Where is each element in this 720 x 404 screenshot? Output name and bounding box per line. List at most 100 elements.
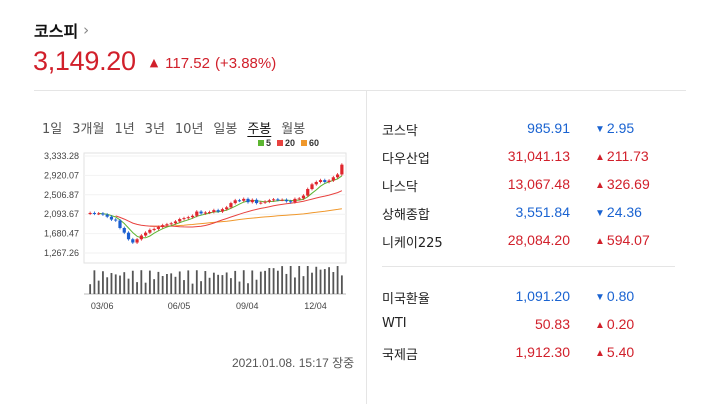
market-price: 1,091.20: [515, 288, 571, 304]
period-tab-3[interactable]: 3년: [144, 122, 165, 137]
market-row-0[interactable]: 코스닥 985.91 ▼ 2.95: [382, 120, 682, 140]
market-row-2[interactable]: 나스닥 13,067.48 ▲ 326.69: [382, 176, 682, 196]
volume-bar: [340, 275, 343, 294]
kospi-chart: 3,333.28 2,920.07 2,506.87 2,093.67 1,680.47…: [44, 151, 347, 311]
candle-body: [225, 207, 229, 210]
market-price: 31,041.13: [507, 148, 570, 164]
candle-body: [199, 211, 203, 214]
candle-body: [216, 210, 220, 212]
market-row-7[interactable]: 국제금 1,912.30 ▲ 5.40: [382, 344, 682, 364]
period-tab-0[interactable]: 1일: [42, 122, 63, 137]
period-tab-4[interactable]: 10년: [174, 122, 204, 137]
candle-body: [203, 212, 207, 214]
volume-bar: [208, 277, 211, 294]
volume-bar: [285, 273, 288, 294]
candle-body: [186, 217, 190, 219]
volume-bar: [323, 269, 326, 294]
y-tick-label: 2,506.87: [44, 190, 79, 200]
volume-bar: [136, 282, 138, 294]
candle-body: [190, 215, 195, 218]
market-row-4[interactable]: 니케이225 28,084.20 ▲ 594.07: [382, 232, 682, 252]
legend-swatch: [301, 140, 308, 146]
candle-body: [293, 198, 297, 203]
volume-bar: [251, 270, 254, 294]
market-name: 상해종합: [382, 208, 430, 223]
market-price: 28,084.20: [507, 232, 570, 248]
candle-body: [297, 198, 301, 200]
candle-body: [323, 180, 327, 182]
market-change-value: 326.69: [606, 176, 650, 192]
ma20-line: [115, 190, 343, 228]
candle-body: [220, 209, 224, 212]
top-divider: [34, 90, 686, 91]
volume-bar: [225, 272, 228, 294]
x-tick-label: 09/04: [236, 301, 259, 311]
candle-body: [148, 229, 152, 233]
candle-body: [165, 224, 169, 226]
volume-bar: [114, 274, 117, 294]
up-arrow-icon: ▲: [595, 152, 605, 163]
market-row-5[interactable]: 미국환율 1,091.20 ▼ 0.80: [382, 288, 682, 308]
volume-bar: [200, 281, 202, 294]
candle-body: [237, 200, 242, 202]
candle-body: [229, 203, 233, 208]
legend-label: 20: [285, 138, 296, 148]
candle-body: [173, 221, 178, 224]
market-row-3[interactable]: 상해종합 3,551.84 ▼ 24.36: [382, 204, 682, 224]
period-tab-1[interactable]: 3개월: [72, 122, 105, 137]
volume-bar: [212, 272, 215, 294]
candle-body: [259, 202, 263, 204]
candle-body: [208, 212, 212, 214]
y-tick-label: 2,920.07: [44, 170, 79, 180]
index-quote: 3,149.20 ▲ 117.52 (+3.88%): [33, 46, 276, 77]
candle-body: [118, 220, 122, 228]
legend-item-60: 60: [301, 138, 319, 148]
period-tab-5[interactable]: 일봉: [213, 122, 238, 137]
legend-swatch: [258, 140, 264, 146]
volume-bar: [281, 266, 284, 294]
candle-body: [314, 181, 318, 185]
volume-bar: [183, 280, 185, 294]
volume-bar: [268, 268, 271, 294]
market-row-1[interactable]: 다우산업 31,041.13 ▲ 211.73: [382, 148, 682, 168]
candle-body: [97, 213, 101, 215]
market-change: ▼ 2.95: [595, 120, 634, 136]
market-change-value: 594.07: [606, 232, 650, 248]
period-tab-7[interactable]: 월봉: [281, 122, 306, 137]
volume-bar: [187, 270, 190, 294]
legend-item-5: 5: [258, 138, 271, 148]
candle-body: [246, 198, 250, 203]
market-price: 50.83: [534, 316, 570, 332]
candle-body: [88, 212, 92, 214]
market-change-value: 0.20: [606, 316, 635, 332]
market-change-value: 211.73: [606, 148, 649, 164]
market-price: 985.91: [527, 120, 570, 136]
candle-body: [156, 227, 160, 229]
market-price: 1,912.30: [515, 344, 571, 360]
volume-bar: [195, 270, 198, 294]
volume-bar: [166, 274, 168, 294]
market-change: ▲ 326.69: [595, 176, 650, 192]
volume-bar: [306, 266, 309, 294]
vertical-divider: [366, 91, 367, 404]
candle-body: [310, 184, 314, 190]
legend-label: 5: [266, 138, 272, 148]
index-title-label: 코스피: [34, 22, 79, 41]
volume-bar: [276, 270, 279, 294]
candle-body: [131, 239, 135, 243]
candle-body: [178, 219, 182, 222]
market-change-value: 2.95: [606, 120, 635, 136]
candle-body: [284, 199, 288, 202]
period-tab-2[interactable]: 1년: [114, 122, 135, 137]
volume-bar: [170, 273, 173, 294]
volume-bar: [319, 269, 322, 294]
index-title[interactable]: 코스피 ›: [34, 18, 89, 42]
period-tab-6[interactable]: 주봉: [247, 122, 272, 137]
volume-bar: [148, 270, 151, 294]
market-row-6[interactable]: WTI 50.83 ▲ 0.20: [382, 316, 682, 336]
volume-bar: [259, 271, 262, 294]
candle-body: [306, 189, 310, 196]
candle-body: [152, 228, 156, 230]
volume-bar: [272, 268, 275, 294]
volume-bar: [255, 279, 258, 294]
